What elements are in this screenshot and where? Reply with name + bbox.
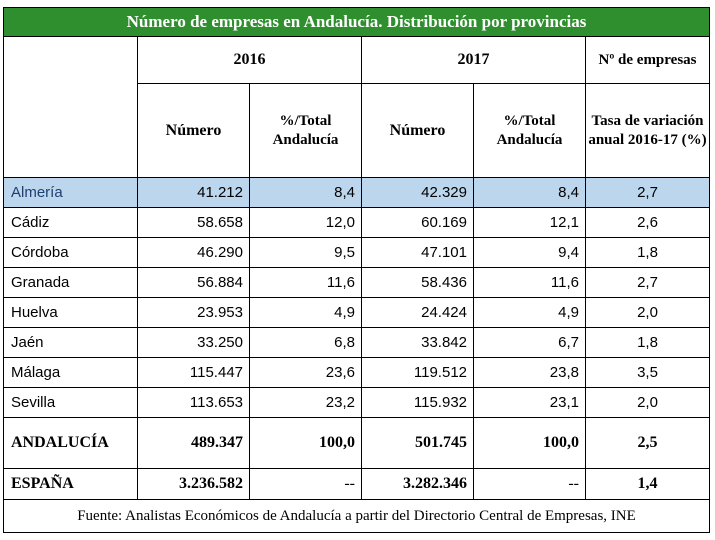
- rate-2016-17: 2,0: [585, 297, 710, 328]
- pct-2016: 23,6: [249, 357, 362, 388]
- empresas-table: Número de empresas en Andalucía. Distrib…: [3, 7, 710, 533]
- pct-2017: 23,8: [473, 357, 586, 388]
- total-rate: 2,5: [585, 417, 710, 469]
- table-row[interactable]: Jaén 33.250 6,8 33.842 6,7 1,8: [3, 327, 710, 358]
- header-2017: 2017: [361, 36, 586, 84]
- rate-2016-17: 2,0: [585, 387, 710, 418]
- numero-2017: 24.424: [361, 297, 474, 328]
- numero-2016: 46.290: [137, 237, 250, 268]
- header-row-sub: Número %/Total Andalucía Número %/Total …: [4, 83, 710, 178]
- pct-2016: 12,0: [249, 207, 362, 238]
- header-tasa: Tasa de variación anual 2016-17 (%): [585, 83, 710, 178]
- pct-2017: 9,4: [473, 237, 586, 268]
- pct-2017: 12,1: [473, 207, 586, 238]
- source-row: Fuente: Analistas Económicos de Andalucí…: [3, 499, 710, 533]
- source-note: Fuente: Analistas Económicos de Andalucí…: [3, 499, 710, 533]
- header-n-empresas: Nº de empresas: [585, 36, 710, 84]
- total-numero-2017: 501.745: [361, 417, 474, 469]
- table-row[interactable]: Huelva 23.953 4,9 24.424 4,9 2,0: [3, 297, 710, 328]
- total-name: ESPAÑA: [3, 468, 138, 500]
- table-row[interactable]: Málaga 115.447 23,6 119.512 23,8 3,5: [3, 357, 710, 388]
- pct-2016: 8,4: [249, 177, 362, 208]
- header-numero-2017: Número: [361, 83, 474, 178]
- table-container: Número de empresas en Andalucía. Distrib…: [3, 7, 710, 533]
- total-numero-2016: 3.236.582: [137, 468, 250, 500]
- pct-2016: 11,6: [249, 267, 362, 298]
- pct-2017: 4,9: [473, 297, 586, 328]
- province-name: Sevilla: [3, 387, 138, 418]
- total-pct-2016: --: [249, 468, 362, 500]
- numero-2017: 119.512: [361, 357, 474, 388]
- province-name: Granada: [3, 267, 138, 298]
- total-row-espana[interactable]: ESPAÑA 3.236.582 -- 3.282.346 -- 1,4: [3, 468, 710, 500]
- header-pct-2016: %/Total Andalucía: [249, 83, 362, 178]
- pct-2017: 23,1: [473, 387, 586, 418]
- pct-2016: 23,2: [249, 387, 362, 418]
- rate-2016-17: 3,5: [585, 357, 710, 388]
- numero-2016: 23.953: [137, 297, 250, 328]
- table-title: Número de empresas en Andalucía. Distrib…: [3, 7, 710, 37]
- title-row: Número de empresas en Andalucía. Distrib…: [3, 7, 710, 37]
- header-row-years: 2016 2017 Nº de empresas: [3, 36, 710, 178]
- province-name: Jaén: [3, 327, 138, 358]
- pct-2016: 6,8: [249, 327, 362, 358]
- numero-2016: 115.447: [137, 357, 250, 388]
- province-name: Málaga: [3, 357, 138, 388]
- total-numero-2017: 3.282.346: [361, 468, 474, 500]
- header-numero-2016: Número: [137, 83, 250, 178]
- numero-2017: 33.842: [361, 327, 474, 358]
- rate-2016-17: 2,7: [585, 267, 710, 298]
- numero-2017: 47.101: [361, 237, 474, 268]
- numero-2016: 113.653: [137, 387, 250, 418]
- pct-2017: 11,6: [473, 267, 586, 298]
- total-numero-2016: 489.347: [137, 417, 250, 469]
- numero-2016: 58.658: [137, 207, 250, 238]
- pct-2016: 4,9: [249, 297, 362, 328]
- numero-2016: 41.212: [137, 177, 250, 208]
- corner-cell: [3, 36, 138, 178]
- pct-2017: 6,7: [473, 327, 586, 358]
- numero-2016: 33.250: [137, 327, 250, 358]
- table-row[interactable]: Sevilla 113.653 23,2 115.932 23,1 2,0: [3, 387, 710, 418]
- header-2016: 2016: [137, 36, 362, 84]
- total-rate: 1,4: [585, 468, 710, 500]
- total-pct-2017: --: [473, 468, 586, 500]
- total-name: ANDALUCÍA: [3, 417, 138, 469]
- table-row[interactable]: Almería 41.212 8,4 42.329 8,4 2,7: [3, 177, 710, 208]
- numero-2017: 60.169: [361, 207, 474, 238]
- table-row[interactable]: Córdoba 46.290 9,5 47.101 9,4 1,8: [3, 237, 710, 268]
- province-name: Huelva: [3, 297, 138, 328]
- table-row[interactable]: Granada 56.884 11,6 58.436 11,6 2,7: [3, 267, 710, 298]
- rate-2016-17: 1,8: [585, 327, 710, 358]
- province-name: Almería: [3, 177, 138, 208]
- rate-2016-17: 1,8: [585, 237, 710, 268]
- numero-2017: 42.329: [361, 177, 474, 208]
- province-name: Cádiz: [3, 207, 138, 238]
- pct-2016: 9,5: [249, 237, 362, 268]
- total-pct-2017: 100,0: [473, 417, 586, 469]
- pct-2017: 8,4: [473, 177, 586, 208]
- total-row-andalucia[interactable]: ANDALUCÍA 489.347 100,0 501.745 100,0 2,…: [3, 417, 710, 469]
- table-row[interactable]: Cádiz 58.658 12,0 60.169 12,1 2,6: [3, 207, 710, 238]
- numero-2017: 58.436: [361, 267, 474, 298]
- numero-2017: 115.932: [361, 387, 474, 418]
- rate-2016-17: 2,6: [585, 207, 710, 238]
- numero-2016: 56.884: [137, 267, 250, 298]
- total-pct-2016: 100,0: [249, 417, 362, 469]
- rate-2016-17: 2,7: [585, 177, 710, 208]
- header-pct-2017: %/Total Andalucía: [473, 83, 586, 178]
- province-name: Córdoba: [3, 237, 138, 268]
